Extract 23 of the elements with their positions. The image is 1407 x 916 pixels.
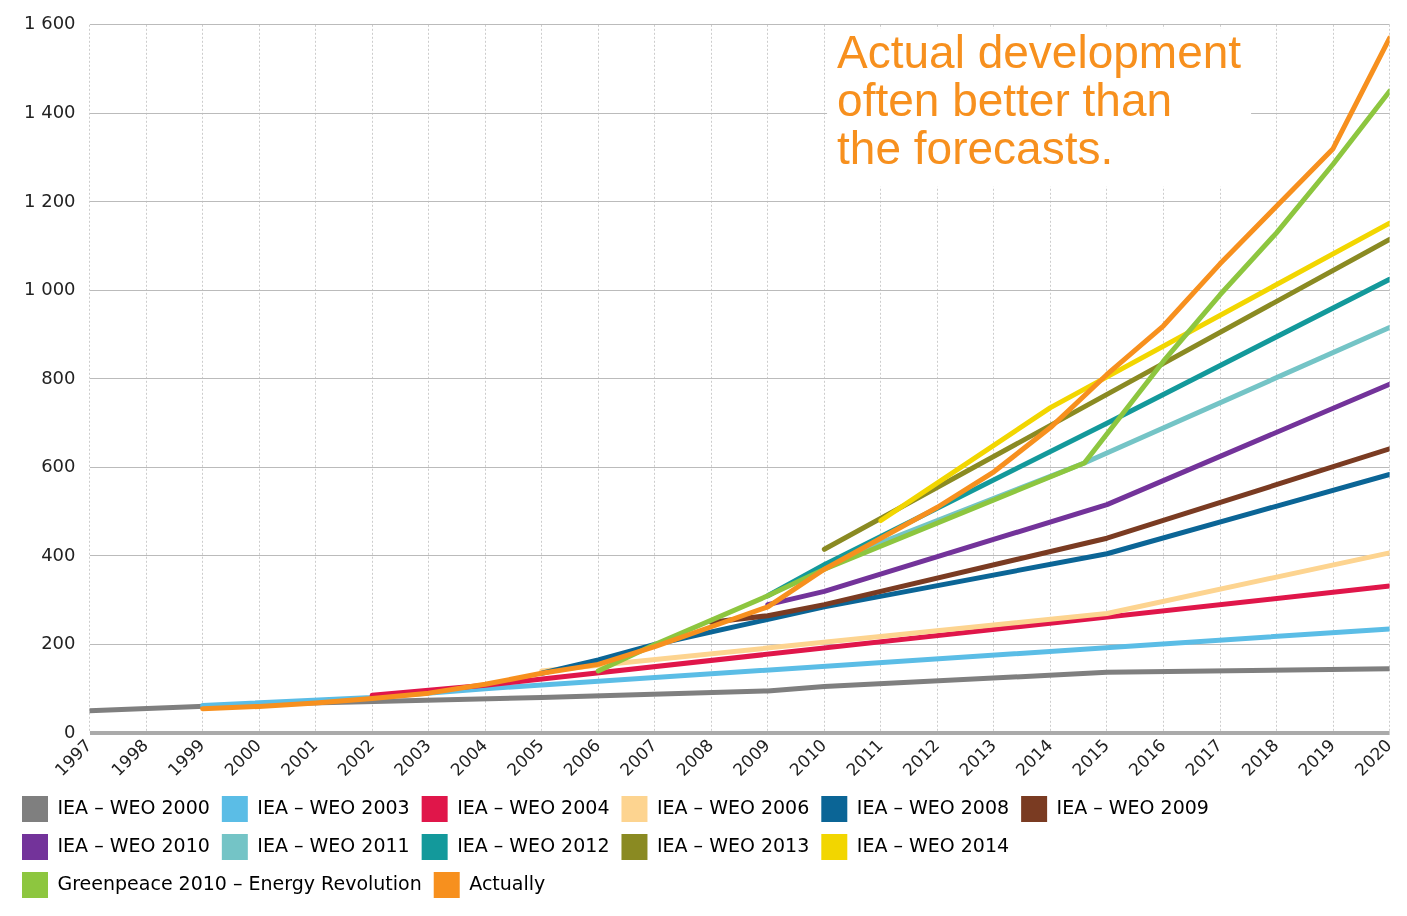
legend-label: IEA – WEO 2009 — [1056, 795, 1209, 818]
legend-label: IEA – WEO 2011 — [257, 833, 410, 856]
legend-label: IEA – WEO 2013 — [656, 833, 810, 856]
y-tick-label: 1 400 — [24, 100, 76, 122]
legend-label: IEA – WEO 2010 — [57, 833, 210, 856]
y-tick-label: 1 200 — [24, 189, 76, 211]
y-tick-label: 400 — [41, 543, 76, 565]
legend-label: IEA – WEO 2006 — [656, 795, 810, 818]
legend-label: IEA – WEO 2004 — [457, 795, 610, 818]
y-tick-label: 0 — [64, 720, 76, 742]
legend-label: Actually — [469, 871, 546, 894]
legend-label: IEA – WEO 2000 — [57, 795, 210, 818]
legend-label: IEA – WEO 2008 — [856, 795, 1010, 818]
legend-label: Greenpeace 2010 – Energy Revolution — [57, 871, 422, 894]
annotation: Actual development often better than the forecasts. — [837, 26, 1242, 175]
legend-label: IEA – WEO 2012 — [457, 833, 610, 856]
y-tick-label: 800 — [41, 366, 76, 388]
y-tick-label: 600 — [41, 455, 76, 477]
y-tick-label: 1 600 — [24, 12, 76, 34]
y-tick-label: 200 — [41, 632, 76, 654]
legend-label: IEA – WEO 2014 — [856, 833, 1010, 856]
y-tick-label: 1 000 — [24, 278, 76, 300]
legend-label: IEA – WEO 2003 — [257, 795, 410, 818]
